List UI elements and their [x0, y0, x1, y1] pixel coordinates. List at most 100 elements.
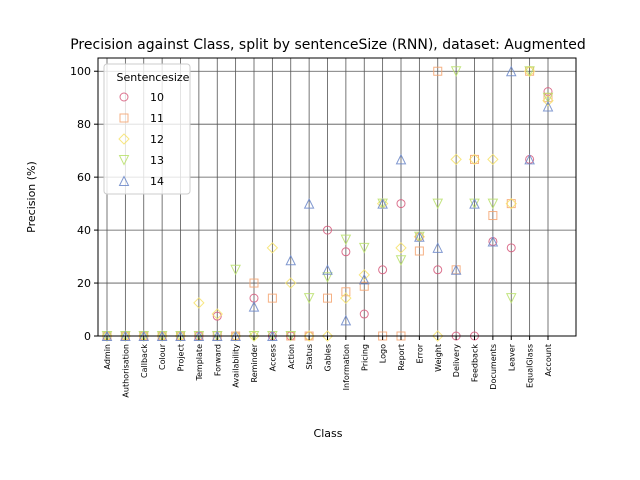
legend-label-12: 12 [150, 133, 164, 146]
point-series-11 [414, 246, 424, 256]
y-tick-label: 40 [77, 224, 91, 237]
point-series-14 [395, 153, 407, 165]
x-tick-label: Project [177, 344, 186, 371]
legend-label-13: 13 [150, 154, 164, 167]
x-tick-label: Logo [379, 344, 388, 363]
point-series-14 [340, 314, 352, 326]
x-axis-label: Class [314, 427, 343, 440]
legend-marker-11 [119, 113, 129, 123]
point-series-12 [468, 153, 481, 166]
point-series-14 [414, 231, 425, 242]
x-tick-label: Documents [489, 344, 498, 390]
x-tick-label: Reminder [250, 343, 259, 382]
point-series-12 [432, 330, 444, 342]
x-tick-label: Information [342, 344, 351, 390]
legend: Sentencesize 10 11 12 13 14 [103, 63, 191, 195]
point-series-14 [524, 153, 535, 165]
y-tick-label: 60 [77, 171, 91, 184]
point-series-13 [524, 66, 535, 77]
x-tick-label: Action [287, 344, 296, 369]
x-tick-label: Feedback [471, 344, 480, 382]
point-series-10 [359, 309, 369, 319]
point-series-10 [433, 265, 443, 275]
point-series-14 [487, 235, 499, 247]
point-series-11 [433, 66, 443, 76]
y-axis: 0 20 40 60 80 100 [70, 65, 98, 343]
point-series-12 [487, 153, 499, 166]
x-tick-label: Pricing [360, 344, 369, 371]
y-tick-label: 20 [77, 277, 91, 290]
point-series-13 [322, 272, 333, 283]
point-series-12 [321, 330, 334, 342]
point-series-13 [432, 198, 444, 210]
point-series-12 [303, 330, 315, 342]
legend-label-10: 10 [150, 91, 164, 104]
point-series-11 [249, 278, 259, 288]
x-tick-label: Availability [232, 344, 241, 388]
point-series-13 [230, 264, 241, 276]
point-series-14 [450, 264, 462, 275]
point-series-13 [303, 293, 315, 304]
x-tick-label: Delivery [452, 344, 461, 377]
point-series-13 [358, 242, 370, 254]
point-series-13 [542, 92, 554, 104]
point-series-10 [506, 243, 516, 253]
chart-title: Precision against Class, split by senten… [70, 37, 586, 53]
point-series-12 [285, 277, 297, 289]
point-series-12 [266, 242, 279, 254]
point-series-13 [340, 234, 352, 246]
x-axis: Admin Authorisation Callback Colour Project T… [103, 336, 553, 398]
x-tick-label: Gables [324, 344, 333, 372]
point-series-12 [395, 242, 407, 254]
x-tick-label: Leaver [507, 343, 516, 371]
legend-title: Sentencesize [117, 71, 190, 84]
point-series-14 [358, 273, 370, 285]
point-series-10 [396, 199, 406, 209]
point-series-10 [323, 225, 332, 235]
x-tick-label: Callback [140, 344, 149, 378]
y-tick-label: 80 [77, 118, 91, 131]
legend-marker-14 [118, 175, 130, 186]
x-tick-label: Template [195, 344, 204, 382]
point-series-13 [450, 66, 462, 77]
point-series-11 [359, 281, 369, 291]
legend-label-14: 14 [150, 175, 164, 188]
legend-marker-10 [119, 92, 129, 102]
y-tick-label: 0 [84, 330, 91, 343]
x-tick-label: Weight [434, 344, 443, 372]
legend-marker-13 [118, 155, 130, 166]
point-series-11 [506, 199, 516, 209]
x-tick-label: EqualGlass [526, 344, 535, 388]
point-series-13 [505, 293, 517, 304]
point-series-11 [323, 293, 332, 303]
x-tick-label: Forward [213, 344, 222, 376]
point-series-14 [248, 300, 260, 312]
x-tick-label: Colour [158, 343, 167, 370]
point-series-11 [341, 287, 351, 297]
point-series-12 [193, 297, 205, 309]
point-series-11 [470, 154, 479, 164]
point-series-13 [487, 198, 499, 210]
y-tick-label: 100 [70, 65, 91, 78]
point-series-14 [377, 198, 388, 209]
legend-label-11: 11 [150, 112, 164, 125]
point-series-13 [395, 255, 407, 266]
x-tick-label: Report [397, 344, 406, 371]
point-series-12 [340, 292, 352, 304]
x-tick-label: Account [544, 344, 553, 376]
x-tick-label: Authorisation [121, 344, 130, 398]
point-series-14 [303, 198, 315, 209]
point-series-12 [542, 94, 554, 107]
point-series-12 [505, 197, 517, 210]
point-series-11 [488, 211, 498, 221]
point-series-12 [450, 153, 462, 166]
plot-frame [97, 57, 577, 337]
point-series-14 [322, 264, 333, 275]
point-series-14 [469, 198, 480, 209]
point-series-14 [432, 242, 444, 253]
x-tick-label: Access [268, 344, 277, 371]
point-series-10 [378, 265, 388, 275]
x-tick-label: Error [415, 343, 424, 363]
x-tick-label: Admin [103, 344, 112, 370]
